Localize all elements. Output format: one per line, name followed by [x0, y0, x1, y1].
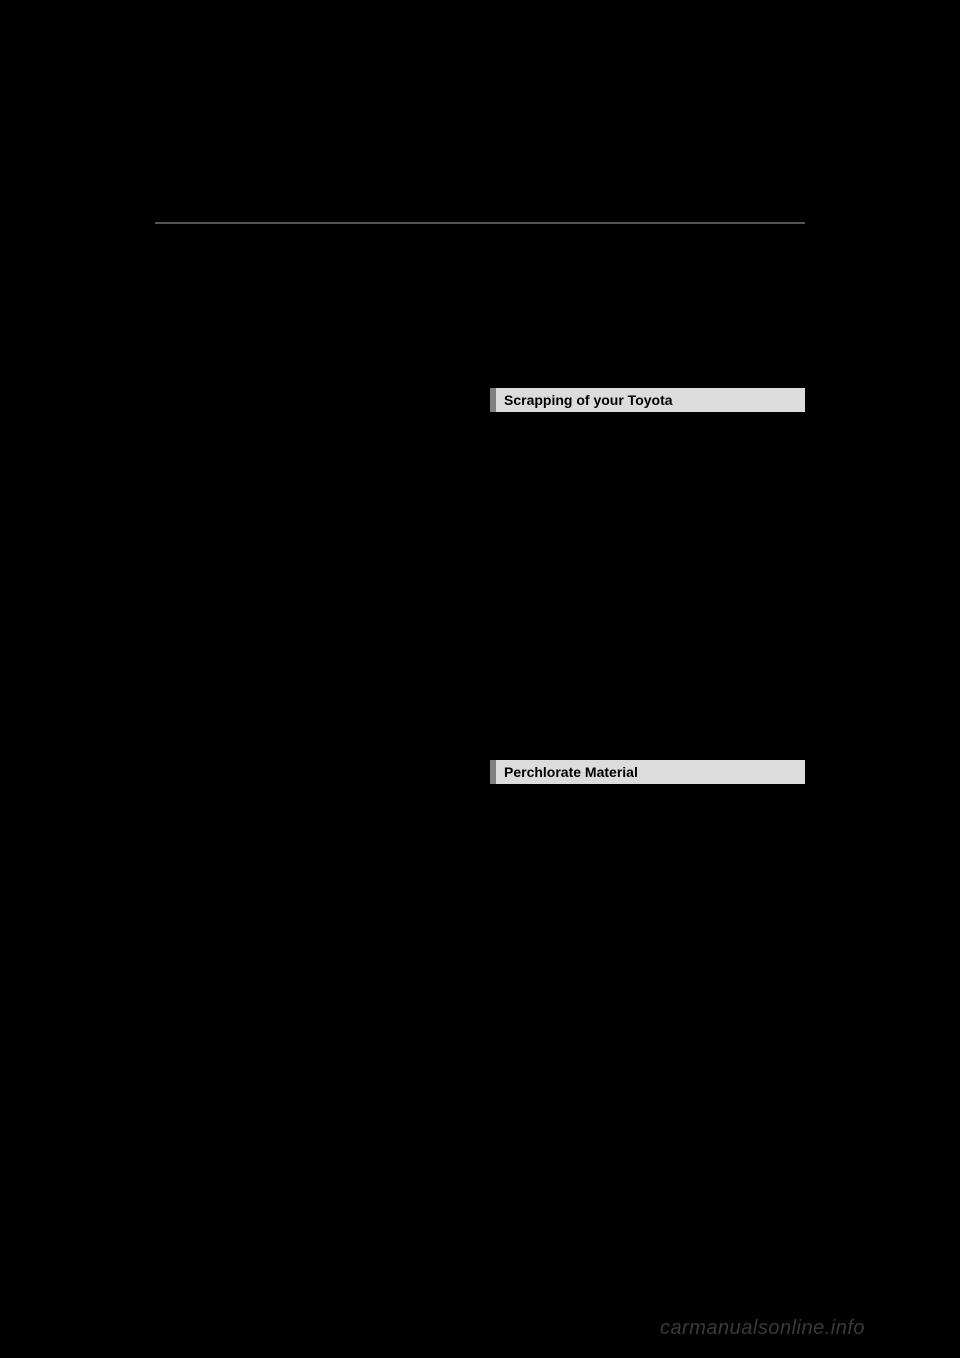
- section-heading-perchlorate: Perchlorate Material: [490, 760, 805, 784]
- page-container: 8 Scrapping of your Toyota Perchlorate M…: [0, 0, 960, 1358]
- horizontal-rule: [155, 222, 805, 224]
- left-column: [155, 240, 470, 784]
- watermark: carmanualsonline.info: [660, 1317, 865, 1340]
- section-heading-scrapping: Scrapping of your Toyota: [490, 388, 805, 412]
- content-area: Scrapping of your Toyota Perchlorate Mat…: [155, 240, 805, 784]
- right-column: Scrapping of your Toyota Perchlorate Mat…: [490, 240, 805, 784]
- page-number: 8: [155, 190, 163, 207]
